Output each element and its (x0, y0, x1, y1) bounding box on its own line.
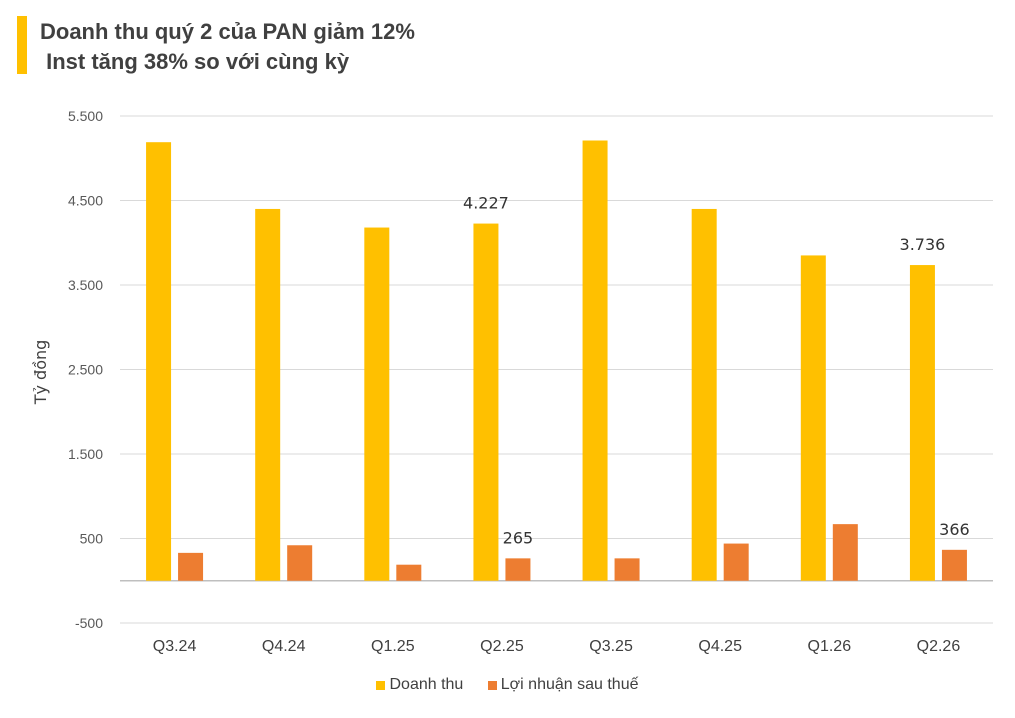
x-tick-label: Q3.25 (589, 638, 633, 655)
legend-item-profit: Lợi nhuận sau thuế (487, 676, 639, 694)
x-tick-label: Q1.25 (371, 638, 415, 655)
y-tick-label: 500 (80, 531, 104, 547)
bar-doanh-thu (800, 255, 826, 581)
y-tick-label: 3.500 (68, 277, 103, 293)
bar-loi-nhuan (505, 558, 531, 581)
data-label: 265 (503, 528, 534, 547)
chart-title: Doanh thu quý 2 của PAN giảm 12% Inst tă… (40, 17, 415, 77)
bar-loi-nhuan (723, 543, 749, 581)
bar-doanh-thu (255, 208, 281, 581)
data-label: 4.227 (463, 194, 509, 213)
bar-loi-nhuan (287, 545, 313, 581)
title-accent-bar (17, 16, 27, 74)
bar-loi-nhuan (178, 552, 204, 581)
bar-loi-nhuan (614, 558, 640, 581)
bar-doanh-thu (909, 265, 935, 581)
x-tick-label: Q3.24 (153, 638, 197, 655)
bar-loi-nhuan (396, 564, 422, 581)
y-tick-label: -500 (75, 615, 103, 631)
legend-label-profit: Lợi nhuận sau thuế (500, 676, 639, 693)
x-tick-label: Q4.24 (262, 638, 306, 655)
data-label: 3.736 (900, 235, 946, 254)
legend-label-revenue: Doanh thu (389, 676, 464, 693)
legend-swatch-profit (487, 680, 497, 690)
x-tick-label: Q1.26 (808, 638, 852, 655)
title-line-2: Inst tăng 38% so với cùng kỳ (40, 49, 350, 74)
bar-doanh-thu (582, 140, 608, 581)
y-tick-label: 5.500 (68, 108, 103, 124)
x-tick-label: Q2.26 (917, 638, 961, 655)
title-line-1: Doanh thu quý 2 của PAN giảm 12% (40, 19, 415, 44)
legend: Doanh thu Lợi nhuận sau thuế (0, 676, 1015, 695)
x-tick-label: Q2.25 (480, 638, 524, 655)
bar-chart: -500 500 1.500 2.500 3.500 4.500 5.500 Q3.24 Q4.… (31, 108, 993, 655)
legend-item-revenue: Doanh thu (376, 676, 463, 694)
legend-swatch-revenue (376, 680, 386, 690)
y-tick-label: 4.500 (68, 193, 103, 209)
bar-doanh-thu (691, 208, 717, 581)
y-tick-label: 2.500 (68, 362, 103, 378)
bar-loi-nhuan (941, 549, 967, 581)
y-axis-label: Tỷ đồng (31, 340, 50, 406)
data-label: 366 (939, 520, 970, 539)
bar-doanh-thu (146, 142, 172, 581)
bar-doanh-thu (364, 227, 390, 581)
bar-doanh-thu (473, 223, 499, 581)
y-tick-label: 1.500 (68, 446, 103, 462)
x-tick-label: Q4.25 (698, 638, 742, 655)
bar-loi-nhuan (832, 524, 858, 581)
